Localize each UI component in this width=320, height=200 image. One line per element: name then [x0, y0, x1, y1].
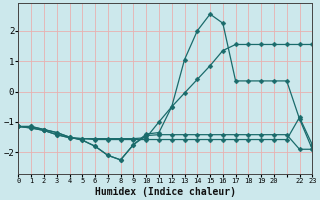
- X-axis label: Humidex (Indice chaleur): Humidex (Indice chaleur): [95, 186, 236, 197]
